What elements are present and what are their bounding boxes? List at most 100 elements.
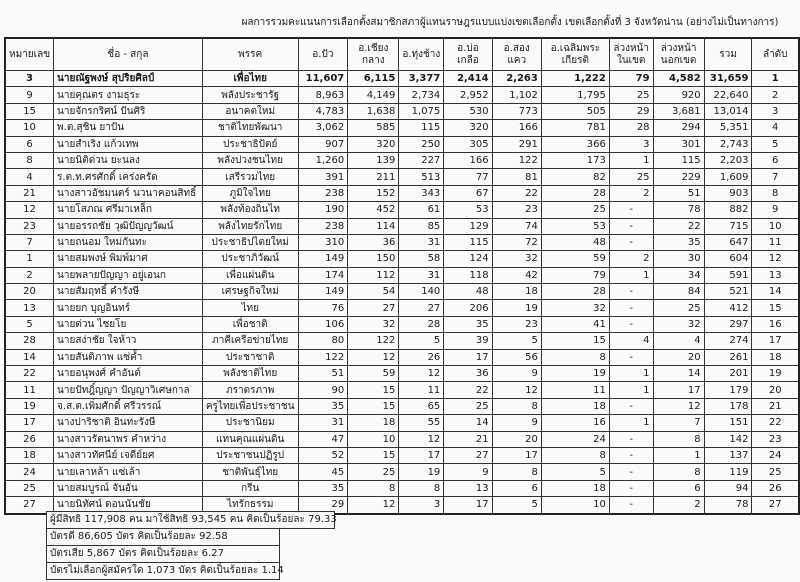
votes-chiang-klang-cell: 27 <box>347 299 400 317</box>
votes-song-khwae-cell: 56 <box>491 348 542 367</box>
party-cell: แทนคุณแผ่นดิน <box>201 430 299 448</box>
votes-chaloem-phra-kiat-cell: 28 <box>540 184 610 203</box>
votes-song-khwae-cell: 5 <box>491 332 542 350</box>
rank-cell: 5 <box>751 135 800 153</box>
votes-song-khwae-cell: 2,263 <box>491 69 542 88</box>
total-votes-cell: 5,351 <box>703 119 753 137</box>
candidate-number-cell: 14 <box>4 348 55 367</box>
party-cell: ไทย <box>201 299 299 317</box>
votes-song-khwae-cell: 19 <box>491 299 542 317</box>
party-cell: ประชาชาติ <box>201 348 299 367</box>
votes-chiang-klang-cell: 18 <box>347 414 400 432</box>
table-row: 27 นายนิทัศน์ ดอนนันชัย ไทรักธรรม 29 12 3 17 5 1… <box>4 496 800 515</box>
table-row: 24 นายเลาหล้า แซ่เล้า ชาติพันธุ์ไทย 45 25 19 9… <box>4 463 800 481</box>
candidate-name-cell: นายอนุพงศ์ คำอันต์ <box>53 365 203 383</box>
total-votes-cell: 78 <box>703 496 753 515</box>
candidate-name-cell: นายสัมฤทธิ์ คำรังษี <box>53 283 203 301</box>
rank-cell: 10 <box>751 217 800 235</box>
votes-advance-out-district-cell: 20 <box>652 348 705 367</box>
votes-pua-cell: 106 <box>297 315 349 334</box>
candidate-number-cell: 1 <box>4 250 55 268</box>
votes-advance-in-district-cell: 3 <box>608 135 654 153</box>
candidate-name-cell: นายปัทฎิ์ญญา ปัญญาวิเศษกาล <box>53 381 203 399</box>
column-header: รวม <box>703 37 753 71</box>
party-cell: ประชาธิปไตยใหม่ <box>201 233 299 252</box>
table-row: 28 นายสง่าชัย ใจห้าว ภาคีเครือข่ายไทย 80 122… <box>4 332 800 350</box>
candidate-number-cell: 19 <box>4 397 55 416</box>
votes-advance-out-district-cell: 4 <box>652 332 705 350</box>
votes-bo-kluea-cell: 124 <box>443 250 493 268</box>
table-row: 5 นายด่วน ไชยโย เพื่อชาติ 106 32 28 35 23 41-32 2… <box>4 315 800 334</box>
votes-song-khwae-cell: 72 <box>491 233 542 252</box>
votes-chaloem-phra-kiat-cell: 19 <box>540 365 610 383</box>
votes-advance-out-district-cell: 301 <box>652 135 705 153</box>
votes-thung-chang-cell: 227 <box>398 151 445 170</box>
votes-advance-in-district-cell: 4 <box>608 332 654 350</box>
votes-bo-kluea-cell: 320 <box>443 119 493 137</box>
candidate-number-cell: 25 <box>4 479 55 498</box>
votes-thung-chang-cell: 55 <box>398 414 445 432</box>
votes-chiang-klang-cell: 139 <box>347 151 400 170</box>
votes-advance-out-district-cell: 51 <box>652 184 705 203</box>
candidate-name-cell: นายสันติภาพ แซ่ค้ำ <box>53 348 203 367</box>
votes-pua-cell: 47 <box>297 430 349 448</box>
candidate-name-cell: นายสมพงษ์ พิมพ์มาศ <box>53 250 203 268</box>
votes-advance-out-district-cell: 8 <box>652 463 705 481</box>
votes-thung-chang-cell: 250 <box>398 135 445 153</box>
votes-advance-out-district-cell: 229 <box>652 168 705 186</box>
total-votes-cell: 142 <box>703 430 753 448</box>
candidate-name-cell: นางสาวอัชมนตร์ นวนาคอนสิทธิ์ <box>53 184 203 203</box>
candidate-name-cell: นายเลาหล้า แซ่เล้า <box>53 463 203 481</box>
votes-song-khwae-cell: 32 <box>491 250 542 268</box>
votes-advance-in-district-cell: - <box>608 430 654 448</box>
votes-thung-chang-cell: 27 <box>398 299 445 317</box>
party-cell: พลังปวงชนไทย <box>201 151 299 170</box>
total-votes-cell: 1,609 <box>703 168 753 186</box>
column-header: พรรค <box>201 37 299 71</box>
rank-cell: 27 <box>751 496 800 515</box>
candidate-name-cell: นายจักรกริศน์ ปันศิริ <box>53 102 203 121</box>
candidate-number-cell: 6 <box>4 135 55 153</box>
summary-invalid-ballots: บัตรเสีย 5,867 บัตร คิดเป็นร้อยละ 6.27 <box>46 545 280 563</box>
votes-thung-chang-cell: 140 <box>398 283 445 301</box>
table-row: 22 นายอนุพงศ์ คำอันต์ พลังชาติไทย 51 59 12 36 9… <box>4 365 800 383</box>
votes-pua-cell: 51 <box>297 365 349 383</box>
votes-advance-out-district-cell: 25 <box>652 299 705 317</box>
votes-chiang-klang-cell: 1,638 <box>347 102 400 121</box>
votes-chaloem-phra-kiat-cell: 25 <box>540 201 610 219</box>
votes-thung-chang-cell: 2,734 <box>398 86 445 104</box>
votes-pua-cell: 174 <box>297 266 349 285</box>
votes-pua-cell: 310 <box>297 233 349 252</box>
rank-cell: 22 <box>751 414 800 432</box>
votes-bo-kluea-cell: 9 <box>443 463 493 481</box>
votes-advance-in-district-cell: - <box>608 479 654 498</box>
votes-song-khwae-cell: 20 <box>491 430 542 448</box>
party-cell: พลังประชารัฐ <box>201 86 299 104</box>
rank-cell: 7 <box>751 168 800 186</box>
rank-cell: 19 <box>751 365 800 383</box>
votes-song-khwae-cell: 8 <box>491 463 542 481</box>
votes-bo-kluea-cell: 2,952 <box>443 86 493 104</box>
votes-thung-chang-cell: 31 <box>398 233 445 252</box>
summary-no-vote-ballots: บัตรไม่เลือกผู้สมัครใด 1,073 บัตร คิดเป็… <box>46 562 284 580</box>
votes-chaloem-phra-kiat-cell: 82 <box>540 168 610 186</box>
votes-song-khwae-cell: 9 <box>491 414 542 432</box>
votes-thung-chang-cell: 3,377 <box>398 69 445 88</box>
candidate-number-cell: 4 <box>4 168 55 186</box>
candidate-number-cell: 2 <box>4 266 55 285</box>
votes-chiang-klang-cell: 10 <box>347 430 400 448</box>
total-votes-cell: 178 <box>703 397 753 416</box>
table-row: 9 นายคุณตร งามธุระ พลังประชารัฐ 8,963 4,149 2… <box>4 86 800 104</box>
votes-chaloem-phra-kiat-cell: 1,795 <box>540 86 610 104</box>
votes-thung-chang-cell: 12 <box>398 365 445 383</box>
table-row: 18 นางสาวทัศนีย์ เจดีย์ยศ ประชาชนปฏิรูป 52 1… <box>4 446 800 465</box>
votes-advance-out-district-cell: 35 <box>652 233 705 252</box>
total-votes-cell: 2,203 <box>703 151 753 170</box>
column-header: ชื่อ - สกุล <box>53 37 203 71</box>
votes-bo-kluea-cell: 14 <box>443 414 493 432</box>
rank-cell: 24 <box>751 446 800 465</box>
votes-bo-kluea-cell: 48 <box>443 283 493 301</box>
column-header: หมายเลข <box>4 37 55 71</box>
candidate-number-cell: 9 <box>4 86 55 104</box>
votes-advance-in-district-cell: - <box>608 283 654 301</box>
